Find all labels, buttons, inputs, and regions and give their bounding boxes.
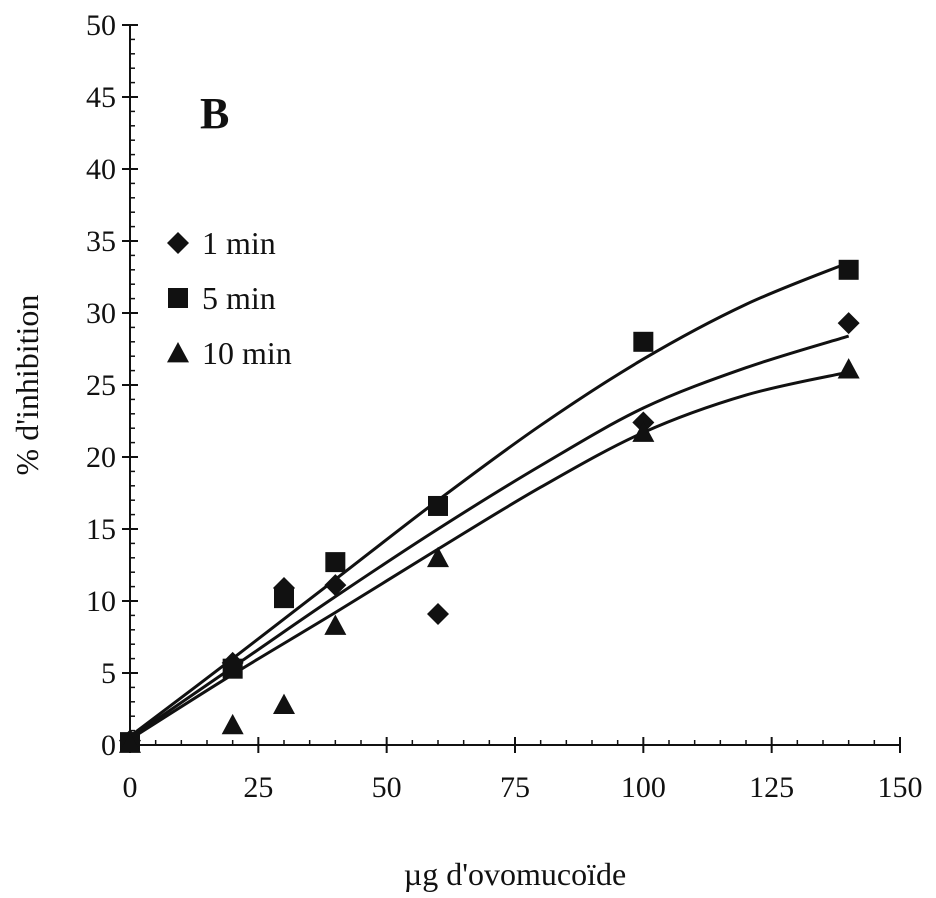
data-point-series-2 <box>273 693 295 715</box>
legend-label-2: 10 min <box>202 335 292 371</box>
data-point-series-0 <box>324 574 347 597</box>
legend-label-0: 1 min <box>202 225 276 261</box>
legend-marker-1 <box>168 288 188 308</box>
data-point-series-2 <box>324 614 347 635</box>
data-point-series-1 <box>274 588 294 609</box>
y-tick-label: 30 <box>86 297 116 330</box>
y-tick-label: 25 <box>86 369 116 402</box>
legend-marker-2 <box>167 342 189 363</box>
x-tick-label: 125 <box>749 771 794 804</box>
data-point-series-1 <box>428 495 448 516</box>
data-point-series-1 <box>222 658 243 679</box>
x-tick-label: 25 <box>243 771 273 804</box>
fit-line-series-1 <box>129 261 850 738</box>
legend-label-1: 5 min <box>202 280 276 316</box>
data-point-series-2 <box>632 421 655 442</box>
data-point-series-0 <box>427 602 449 625</box>
x-tick-label: 150 <box>878 771 923 804</box>
legend: 1 min 5 min 10 min <box>167 225 292 371</box>
x-tick-label: 75 <box>500 771 530 804</box>
y-tick-label: 20 <box>86 441 116 474</box>
axes: 0 5 10 15 20 25 30 35 40 45 50 0 25 50 75 100 125 150 <box>86 9 923 804</box>
x-tick-label: 100 <box>621 771 666 804</box>
data-point-series-1 <box>325 552 346 573</box>
y-tick-label: 50 <box>86 9 116 42</box>
y-tick-label: 15 <box>86 513 116 546</box>
y-tick-label: 40 <box>86 153 116 186</box>
x-tick-label: 50 <box>372 771 402 804</box>
y-tick-label: 5 <box>101 657 116 690</box>
data-point-series-1 <box>838 259 859 280</box>
x-axis-label: µg d'ovomucoïde <box>404 856 626 892</box>
data-point-series-2 <box>221 713 244 735</box>
y-tick-label: 10 <box>86 585 116 618</box>
data-point-series-2 <box>837 358 860 379</box>
y-tick-label: 45 <box>86 81 116 114</box>
data-markers <box>119 259 860 753</box>
data-point-series-1 <box>633 331 654 352</box>
data-point-series-2 <box>119 732 141 753</box>
panel-label: B <box>200 89 229 138</box>
legend-marker-0 <box>167 232 189 254</box>
x-tick-label: 0 <box>123 771 138 804</box>
y-axis-label: % d'inhibition <box>9 295 45 476</box>
data-point-series-0 <box>837 312 860 335</box>
y-tick-label: 0 <box>101 729 116 762</box>
y-tick-label: 35 <box>86 225 116 258</box>
data-point-series-2 <box>427 546 449 568</box>
fit-line-series-2 <box>129 370 849 741</box>
